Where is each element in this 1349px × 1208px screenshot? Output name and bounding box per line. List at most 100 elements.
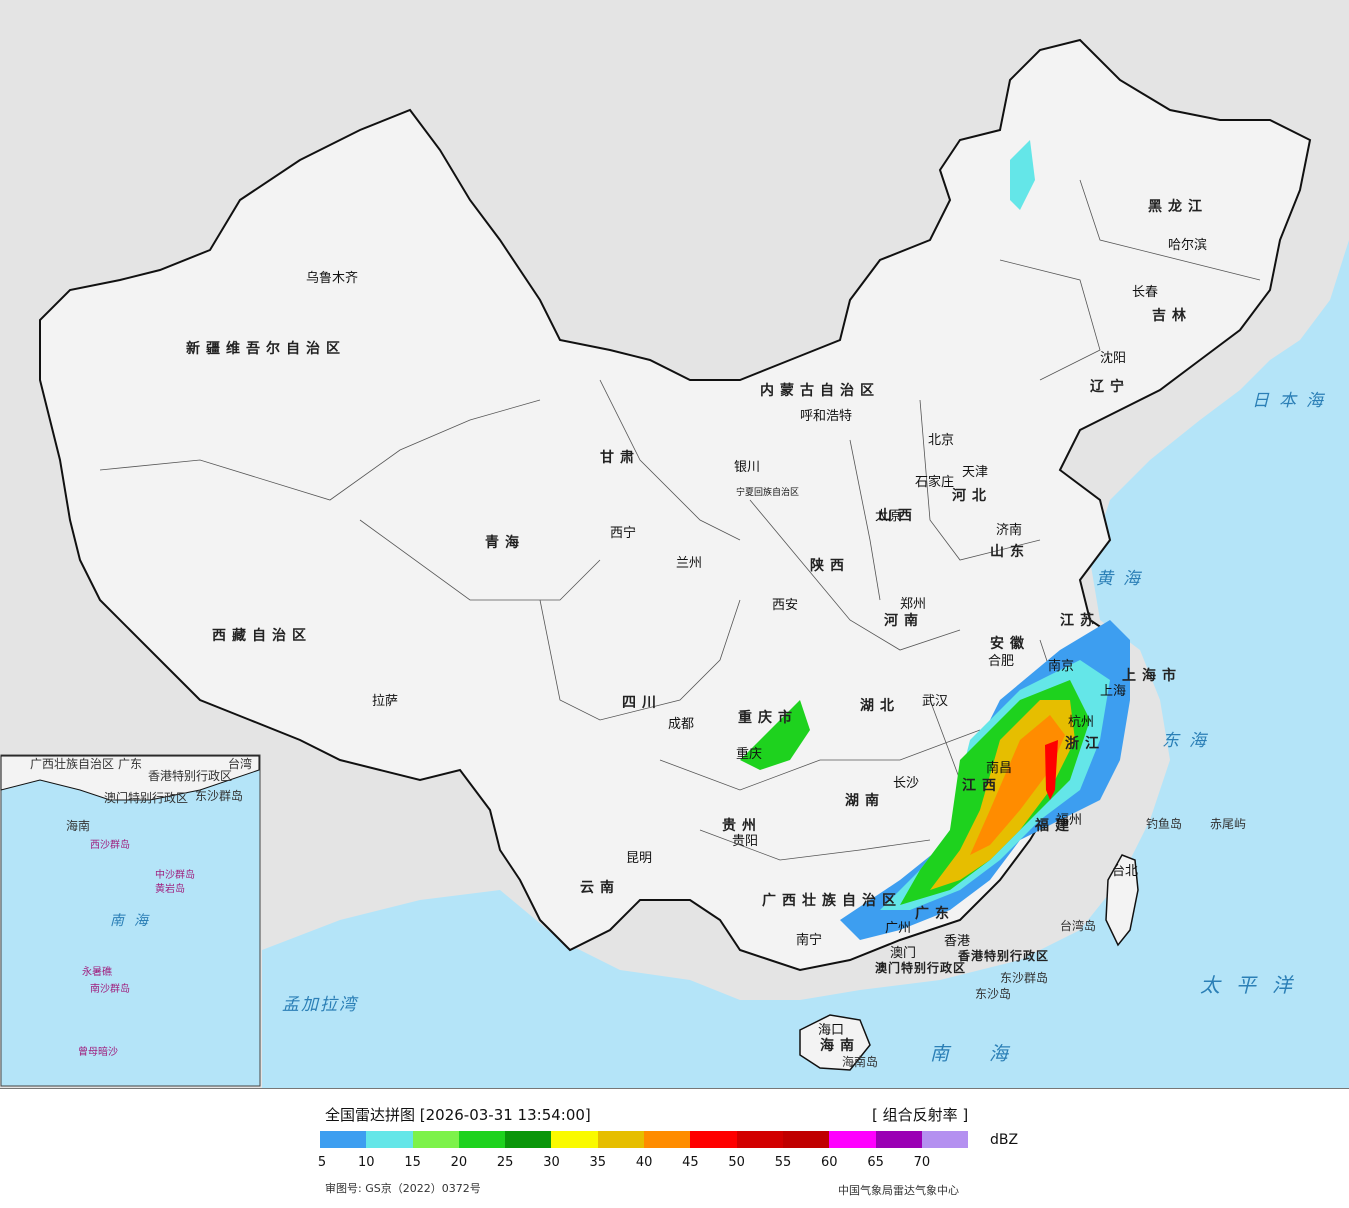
color-swatch (644, 1131, 691, 1148)
city-label: 石家庄 (915, 474, 954, 490)
city-label: 南昌 (986, 760, 1012, 776)
province-label: 上海市 (1122, 667, 1182, 684)
city-label: 拉萨 (372, 694, 398, 709)
province-label: 宁夏回族自治区 (736, 486, 799, 498)
taiwan-island (1105, 854, 1139, 947)
province-label: 内蒙古自治区 (760, 382, 880, 399)
city-label: 重庆 (736, 746, 762, 762)
color-swatch (551, 1131, 598, 1148)
color-swatch (875, 1131, 922, 1148)
island-label: 台湾岛 (1060, 918, 1096, 933)
city-label: 杭州 (1068, 715, 1094, 730)
inset-land (0, 755, 260, 801)
province-label: 江西 (962, 777, 1002, 794)
island-label: 东沙岛 (975, 986, 1011, 1001)
legend-tick-label: 45 (682, 1155, 699, 1170)
city-label: 成都 (668, 717, 694, 732)
city-label: 西宁 (610, 525, 636, 541)
sea-label: 黄海 (1096, 569, 1150, 589)
city-label: 香港 (944, 934, 970, 949)
city-label: 澳门 (890, 945, 916, 961)
legend-tick-label: 35 (589, 1155, 607, 1170)
sea-label: 东海 (1162, 731, 1216, 751)
city-label: 银川 (734, 460, 760, 475)
city-label: 合肥 (988, 654, 1014, 669)
legend-tick-label: 70 (913, 1155, 931, 1170)
legend-tick-label: 55 (774, 1155, 792, 1170)
province-label: 江苏 (1060, 612, 1100, 629)
legend-tick-label: 25 (496, 1155, 514, 1170)
review-number: 审图号: GS京（2022）0372号 (325, 1182, 481, 1195)
province-label: 广西壮族自治区 (762, 892, 902, 909)
city-label: 南京 (1048, 658, 1074, 674)
china-map: 广西壮族自治区 广东 台湾 香港特别行政区 澳门特别行政区 东沙群岛 海南 西沙… (0, 38, 1349, 1088)
city-label: 南宁 (796, 932, 822, 948)
city-label: 沈阳 (1100, 351, 1126, 366)
color-swatch (736, 1131, 783, 1148)
city-label: 福州 (1056, 813, 1082, 828)
province-label: 湖北 (860, 698, 900, 714)
inset-label: 广西壮族自治区 (30, 757, 114, 771)
city-label: 上海 (1100, 684, 1126, 699)
city-label: 郑州 (900, 597, 926, 612)
island-labels: 钓鱼岛 赤尾屿 台湾岛 东沙群岛 东沙岛 海南岛 香港特别行政区 澳门特别行政区 (842, 816, 1246, 1069)
legend-tick-label: 5 (317, 1155, 327, 1170)
city-label: 海口 (818, 1023, 844, 1038)
city-label: 西安 (772, 598, 798, 613)
radar-map: 广西壮族自治区 广东 台湾 香港特别行政区 澳门特别行政区 东沙群岛 海南 西沙… (0, 0, 1349, 1089)
province-label: 陕西 (810, 557, 850, 574)
province-labels: 新疆维吾尔自治区 西藏自治区 青海 甘肃 内蒙古自治区 黑龙江 吉林 辽宁 河北… (186, 198, 1208, 1054)
province-boundaries (99, 179, 1261, 861)
legend-product: [ 组合反射率 ] (872, 1106, 969, 1124)
legend-title: 全国雷达拼图 [2026-03-31 13:54:00] (325, 1106, 591, 1124)
province-label: 山西 (878, 508, 918, 524)
city-label: 兰州 (676, 556, 702, 571)
city-label: 广州 (885, 921, 911, 936)
province-label: 新疆维吾尔自治区 (186, 340, 346, 357)
sea-label: 南海 (930, 1043, 1048, 1065)
island-label: 东沙群岛 (1000, 970, 1048, 985)
province-label: 广东 (915, 905, 955, 922)
province-label: 重庆市 (738, 709, 798, 726)
island-label: 海南岛 (842, 1054, 878, 1069)
inset-label: 永暑礁 (82, 965, 112, 978)
province-label: 辽宁 (1090, 378, 1130, 395)
city-label: 昆明 (626, 851, 652, 866)
legend-tick-label: 15 (404, 1155, 421, 1170)
city-label: 天津 (962, 465, 988, 480)
color-swatch (366, 1131, 413, 1148)
inset-label: 广东 (118, 757, 142, 771)
inset-label: 澳门特别行政区 (104, 790, 188, 805)
color-swatch (412, 1131, 459, 1148)
hainan-island (799, 1014, 871, 1071)
province-label: 海南 (820, 1037, 860, 1054)
color-swatch (829, 1131, 876, 1148)
color-swatch (690, 1131, 737, 1148)
province-label: 云南 (580, 879, 620, 896)
province-label: 青海 (485, 534, 525, 551)
source-label: 中国气象局雷达气象中心 (838, 1184, 959, 1197)
province-label: 山东 (990, 543, 1030, 560)
province-label: 安徽 (990, 635, 1030, 652)
legend-tick-label: 10 (358, 1155, 375, 1170)
city-label: 贵阳 (732, 834, 758, 849)
legend-tick-label: 20 (450, 1155, 468, 1170)
province-label: 西藏自治区 (212, 627, 312, 644)
inset-label: 黄岩岛 (155, 882, 185, 895)
province-label: 黑龙江 (1148, 198, 1208, 215)
color-swatch (921, 1131, 969, 1148)
province-label: 湖南 (845, 792, 885, 809)
province-label: 甘肃 (600, 449, 640, 466)
inset-label: 东沙群岛 (195, 788, 243, 803)
legend-unit: dBZ (990, 1132, 1019, 1148)
province-label: 福建 (1034, 817, 1075, 834)
radar-echoes (740, 140, 1130, 940)
inset-label: 曾母暗沙 (78, 1045, 118, 1058)
legend-tick-label: 40 (635, 1155, 653, 1170)
island-label: 钓鱼岛 (1146, 816, 1182, 831)
island-label: 赤尾屿 (1210, 817, 1246, 831)
province-label: 贵州 (722, 817, 762, 834)
inset-label: 香港特别行政区 (148, 768, 232, 783)
sea-label: 日本海 (1252, 391, 1333, 411)
sea-label: 太平洋 (1200, 973, 1308, 997)
